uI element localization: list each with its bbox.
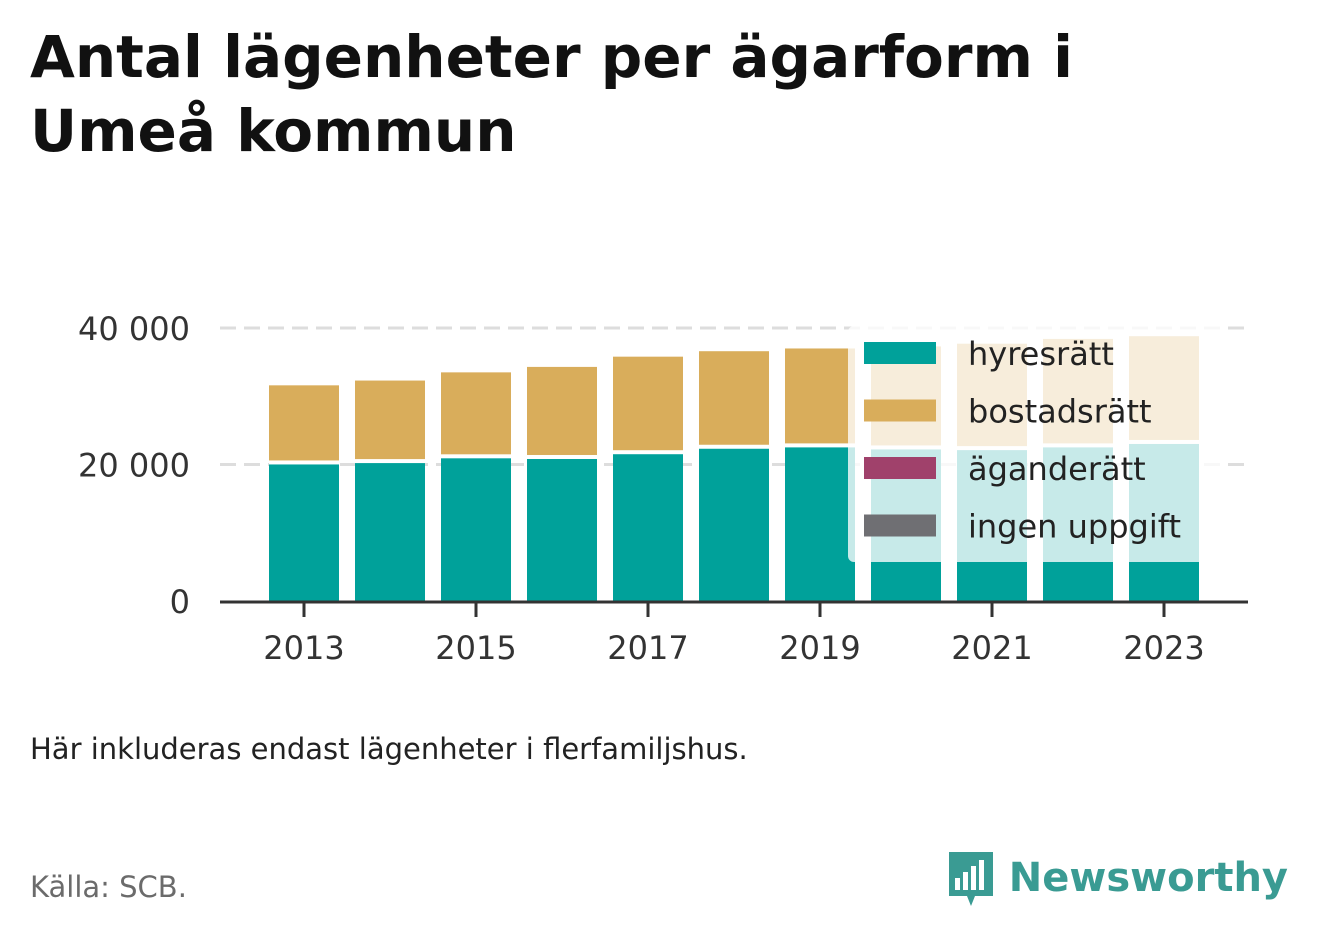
chart-note: Här inkluderas endast lägenheter i flerf… xyxy=(30,732,748,766)
bar-segment-hyresrätt xyxy=(785,445,855,601)
bar-segment-bostadsrätt xyxy=(355,380,425,462)
x-tick-label: 2017 xyxy=(607,629,688,667)
brand-name: Newsworthy xyxy=(1008,855,1288,901)
bar-segment-hyresrätt xyxy=(527,456,597,601)
legend: hyresrätt bostadsrätt äganderätt ingen uppg… xyxy=(848,326,1224,562)
segment-separator xyxy=(527,454,597,459)
legend-swatch xyxy=(864,342,936,364)
newsworthy-icon xyxy=(948,852,993,906)
chart-title: Antal lägenheter per ägarform i Umeå kom… xyxy=(30,23,1074,165)
legend-box xyxy=(848,326,1224,562)
bar-segment-hyresrätt xyxy=(613,452,683,601)
bar-segment-hyresrätt xyxy=(355,461,425,601)
segment-separator xyxy=(355,459,425,464)
y-tick-label: 20 000 xyxy=(78,447,190,485)
legend-swatch xyxy=(864,399,936,422)
x-tick-label: 2013 xyxy=(263,629,344,667)
axes: 0 20 000 40 000 2013 2015 2017 2019 2021 2023 xyxy=(78,310,1248,667)
x-tick-label: 2023 xyxy=(1123,629,1204,667)
segment-separator xyxy=(699,444,769,449)
bar-segment-bostadsrätt xyxy=(699,351,769,447)
segment-separator xyxy=(269,460,339,465)
bar-segment-bostadsrätt xyxy=(269,385,339,463)
brand-logo: Newsworthy xyxy=(945,848,1288,908)
y-tick-label: 40 000 xyxy=(78,310,190,348)
legend-swatch xyxy=(864,457,936,479)
legend-swatch xyxy=(864,514,936,537)
legend-label: bostadsrätt xyxy=(968,393,1152,431)
segment-separator xyxy=(785,443,855,448)
legend-label: ingen uppgift xyxy=(968,508,1181,546)
segment-separator xyxy=(441,454,511,459)
bar-segment-bostadsrätt xyxy=(785,348,855,446)
source-label: Källa: SCB. xyxy=(30,870,187,904)
legend-label: äganderätt xyxy=(968,450,1146,488)
bar-segment-bostadsrätt xyxy=(527,366,597,457)
bar-segment-hyresrätt xyxy=(699,446,769,601)
x-tick-label: 2019 xyxy=(779,629,860,667)
x-tick-label: 2021 xyxy=(951,629,1032,667)
bar-segment-bostadsrätt xyxy=(613,356,683,453)
x-tick-label: 2015 xyxy=(435,629,516,667)
segment-separator xyxy=(613,450,683,455)
y-tick-label: 0 xyxy=(170,583,190,621)
bar-segment-hyresrätt xyxy=(441,456,511,601)
legend-label: hyresrätt xyxy=(968,335,1114,373)
bar-segment-hyresrätt xyxy=(269,462,339,601)
bar-segment-bostadsrätt xyxy=(441,372,511,457)
